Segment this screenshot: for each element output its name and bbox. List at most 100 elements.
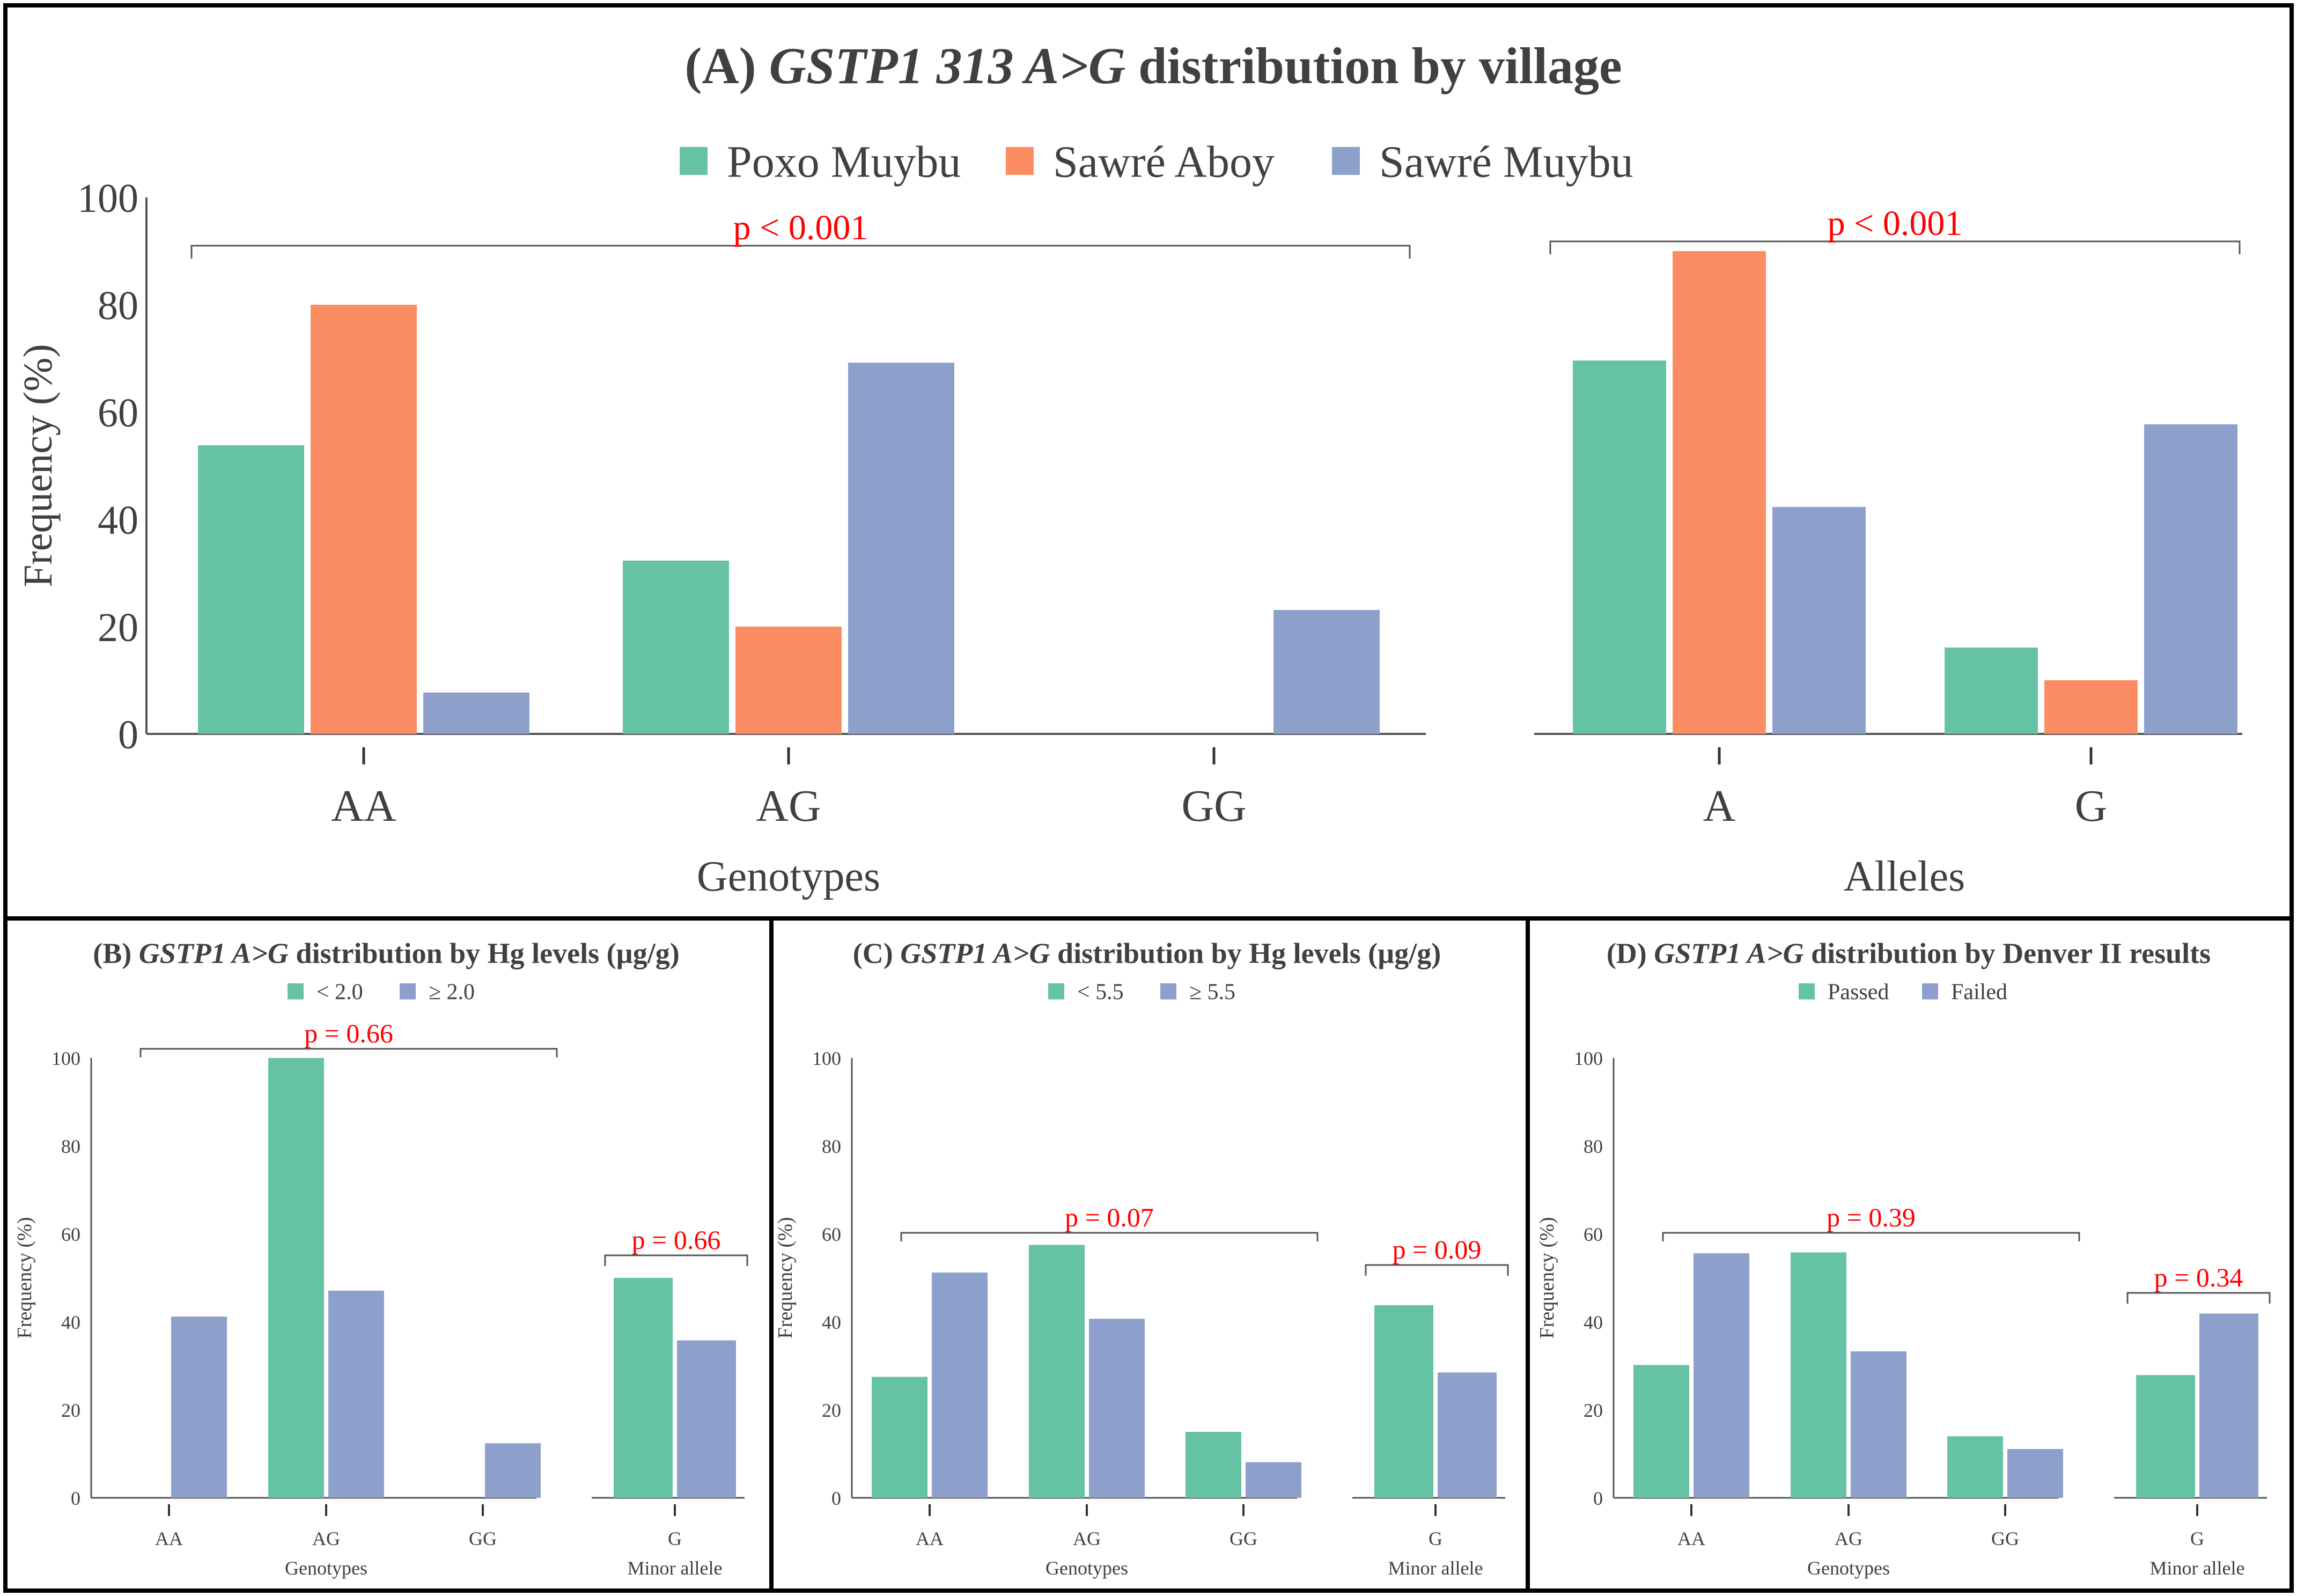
panel-c-xtick-GG: GG — [1230, 1528, 1257, 1549]
panel-b-allele-pvalue-label: p = 0.66 — [632, 1225, 721, 1255]
panel-a-ytick-20: 20 — [98, 605, 138, 650]
panel-a-legend-swatch-0 — [680, 147, 708, 175]
panel-d-ytick-20: 20 — [1584, 1400, 1603, 1421]
panel-b-xlabel-allele: Minor allele — [628, 1557, 723, 1579]
panel-a-legend-swatch-1 — [1006, 147, 1034, 175]
panel-c-geno-bar-AA-1 — [932, 1273, 988, 1498]
panel-b-ytick-60: 60 — [61, 1224, 80, 1245]
panel-d-allele-pvalue-bracket — [2126, 1292, 2271, 1304]
panel-d-xtick-AG: AG — [1835, 1528, 1862, 1549]
panel-c-allele-pvalue-label: p = 0.09 — [1393, 1234, 1482, 1264]
panel-b-xtick-GG: GG — [469, 1528, 497, 1549]
panel-c-ytick-0: 0 — [831, 1488, 841, 1509]
panel-d-geno-bar-AG-0 — [1791, 1252, 1846, 1498]
outer-frame — [3, 3, 2294, 1593]
panel-a-allele-bar-G-2 — [2144, 424, 2237, 734]
panel-b-legend-label-0: < 2.0 — [316, 980, 363, 1005]
panel-a-legend-label-2: Sawré Muybu — [1379, 137, 1633, 187]
panel-a-geno-bar-AG-1 — [735, 627, 842, 734]
panel-b-allele-bar-G-0 — [614, 1278, 673, 1498]
panel-a-geno-bar-AA-0 — [198, 445, 304, 734]
panel-d-geno-bar-AA-1 — [1694, 1253, 1749, 1498]
panel-a-ytick-100: 100 — [77, 176, 138, 221]
panel-a-allele-bar-A-1 — [1673, 251, 1766, 734]
panel-a-legend-swatch-2 — [1332, 147, 1360, 175]
panel-a-allele-pvalue-bracket — [1549, 240, 2241, 254]
panel-b-ytick-80: 80 — [61, 1136, 80, 1157]
panel-a-xtick-AG: AG — [756, 781, 821, 831]
panel-c-allele-pvalue-bracket — [1365, 1264, 1509, 1276]
panel-c-xtick-AG: AG — [1073, 1528, 1101, 1549]
panel-d-geno-bar-AG-1 — [1851, 1351, 1906, 1498]
panel-b-xtick-AG: AG — [312, 1528, 340, 1549]
panel-d-legend-swatch-1 — [1922, 983, 1938, 999]
panel-d-geno-bar-GG-0 — [1947, 1436, 2003, 1498]
panel-c-geno-pvalue-label: p = 0.07 — [1065, 1202, 1154, 1232]
panel-c-xtick-G: G — [1429, 1528, 1442, 1549]
panel-a-allele-bar-A-0 — [1573, 361, 1666, 734]
panel-b-geno-bar-GG-1 — [485, 1443, 541, 1498]
panel-a-geno-pvalue-bracket — [190, 245, 1411, 259]
panel-b-title: (B) GSTP1 A>G distribution by Hg levels … — [93, 937, 679, 969]
panel-a-ytick-60: 60 — [98, 391, 138, 436]
panel-c-allele-bar-G-0 — [1374, 1305, 1433, 1498]
panel-d-legend-swatch-0 — [1799, 983, 1815, 999]
panel-d-legend-label-0: Passed — [1828, 980, 1889, 1005]
panel-c-xtick-AA: AA — [916, 1528, 944, 1549]
panel-d-legend-label-1: Failed — [1951, 980, 2007, 1005]
panel-d-ytick-0: 0 — [1593, 1488, 1603, 1509]
panel-b-geno-bar-AA-1 — [171, 1316, 227, 1498]
panel-a-xtick-G: G — [2075, 781, 2108, 831]
panel-d-xtick-GG: GG — [1991, 1528, 2019, 1549]
panel-c-allele-bar-G-1 — [1438, 1372, 1497, 1498]
panel-d-allele-bar-G-1 — [2199, 1313, 2258, 1498]
panel-d-ylabel: Frequency (%) — [1536, 1217, 1558, 1339]
panel-d-geno-pvalue-label: p = 0.39 — [1827, 1202, 1916, 1232]
panel-a-allele-pvalue-label: p < 0.001 — [1828, 204, 1963, 243]
panel-c-legend-label-1: ≥ 5.5 — [1189, 980, 1235, 1005]
panel-b-xlabel-genotypes: Genotypes — [285, 1557, 367, 1579]
panel-d-geno-bar-GG-1 — [2007, 1448, 2063, 1498]
panel-d-xlabel-allele: Minor allele — [2150, 1557, 2245, 1579]
panel-c-ylabel: Frequency (%) — [774, 1217, 797, 1339]
panel-a-xtick-AA: AA — [331, 781, 396, 831]
panel-a-xtick-GG: GG — [1181, 781, 1246, 831]
panel-c-geno-bar-GG-0 — [1186, 1432, 1241, 1498]
panel-d-allele-pvalue-label: p = 0.34 — [2154, 1262, 2243, 1292]
panel-b-legend-swatch-1 — [400, 983, 416, 999]
panel-d-xtick-G: G — [2190, 1528, 2204, 1549]
panel-d-ytick-80: 80 — [1584, 1136, 1603, 1157]
panel-a-geno-bar-GG-2 — [1273, 610, 1380, 734]
panel-d-xlabel-genotypes: Genotypes — [1807, 1557, 1890, 1579]
panel-a-title: (A) GSTP1 313 A>G distribution by villag… — [684, 37, 1622, 94]
panel-a-geno-pvalue-label: p < 0.001 — [733, 208, 868, 247]
panel-c-legend-label-0: < 5.5 — [1077, 980, 1124, 1005]
panel-a-ytick-80: 80 — [98, 283, 138, 328]
panel-d-title: (D) GSTP1 A>G distribution by Denver II … — [1607, 937, 2211, 969]
panel-d-geno-bar-AA-0 — [1633, 1365, 1689, 1498]
panel-c-xlabel-genotypes: Genotypes — [1046, 1557, 1128, 1579]
panel-c-title: (C) GSTP1 A>G distribution by Hg levels … — [853, 937, 1441, 969]
panel-c-legend-swatch-1 — [1160, 983, 1176, 999]
panel-b-ytick-100: 100 — [51, 1048, 80, 1069]
panel-d-ytick-40: 40 — [1584, 1312, 1603, 1333]
panel-b-ytick-0: 0 — [71, 1488, 80, 1509]
panel-b-geno-bar-AG-0 — [268, 1058, 324, 1498]
panel-c-ytick-100: 100 — [812, 1048, 841, 1069]
panel-a-geno-bar-AG-0 — [623, 561, 729, 734]
panel-b-ytick-40: 40 — [61, 1312, 80, 1333]
panel-a-legend-label-0: Poxo Muybu — [727, 137, 961, 187]
panel-c-ytick-80: 80 — [822, 1136, 841, 1157]
panel-c-xlabel-allele: Minor allele — [1388, 1557, 1483, 1579]
panel-a-allele-bar-A-2 — [1772, 507, 1866, 734]
panel-b-allele-bar-G-1 — [677, 1340, 736, 1498]
panel-b-ylabel: Frequency (%) — [13, 1217, 36, 1339]
panel-b-legend-swatch-0 — [288, 983, 304, 999]
panel-c-legend-swatch-0 — [1048, 983, 1064, 999]
panel-c-ytick-20: 20 — [822, 1400, 841, 1421]
panel-d-ytick-60: 60 — [1584, 1224, 1603, 1245]
panel-a-geno-bar-AA-2 — [423, 693, 529, 734]
panel-a-xtick-A: A — [1703, 781, 1736, 831]
panel-a-allele-bar-G-0 — [1945, 648, 2038, 734]
